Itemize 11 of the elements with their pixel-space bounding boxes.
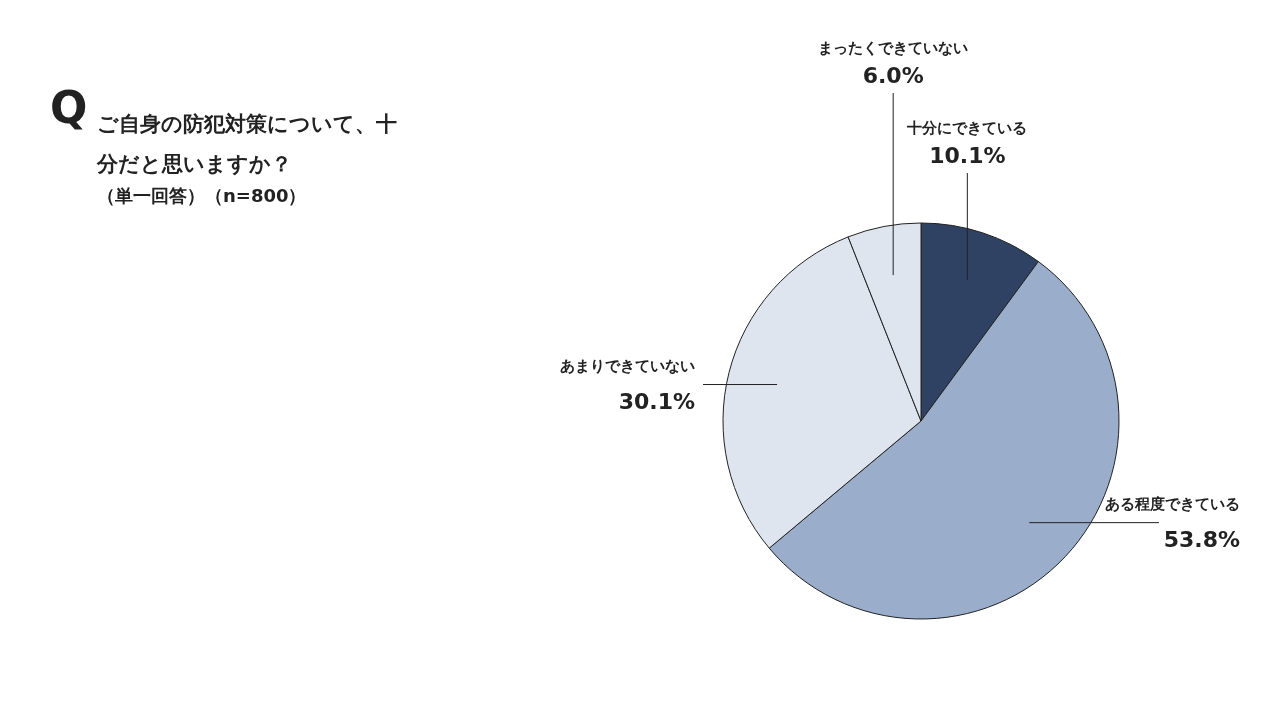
text: （単一回答）（n=800）: [97, 184, 307, 208]
slice-label: ある程度できている: [1105, 494, 1240, 513]
text: ご自身の防犯対策について、十分だと思いますか？: [97, 111, 397, 178]
data-label: 6.0%: [862, 63, 924, 88]
slice-label: 十分にできている: [906, 119, 1028, 137]
data-label: 30.1%: [618, 388, 695, 414]
data-label: 10.1%: [929, 143, 1006, 168]
slice-label: あまりできていない: [560, 356, 695, 375]
q-mark: Q: [50, 82, 88, 133]
slice-label: まったくできていない: [818, 39, 969, 57]
data-label: 53.8%: [1163, 526, 1240, 552]
